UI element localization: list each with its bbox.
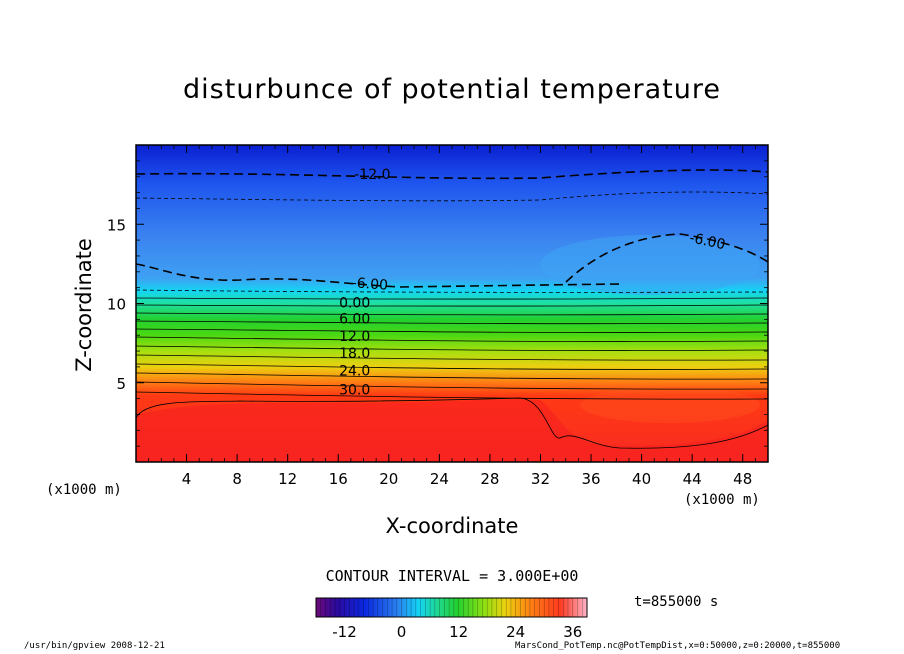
contour-line-thin — [135, 363, 769, 370]
contour-line-thin — [135, 320, 769, 325]
y-tick-label: 15 — [107, 216, 126, 234]
x-tick-label: 36 — [581, 470, 600, 488]
contour-line-neg9 — [135, 191, 769, 202]
y-axis-label: Z-coordinate — [72, 238, 96, 372]
contour-label: -6.00 — [688, 230, 727, 253]
footer-program-date: /usr/bin/gpview 2008-12-21 — [24, 641, 165, 651]
contour-interval-text: CONTOUR INTERVAL = 3.000E+00 — [325, 567, 579, 585]
contour-label: 6.00 — [339, 311, 370, 327]
contour-label: -12.0 — [354, 167, 390, 183]
contour-line-thin — [135, 372, 769, 380]
contour-label: 18.0 — [339, 346, 370, 362]
colorbar-tick-label: 0 — [397, 623, 407, 641]
x-unit-label-right: (x1000 m) — [684, 492, 760, 508]
contour-label: -6.00 — [351, 275, 388, 293]
contour-line-thin — [135, 336, 769, 342]
x-tick-label: 12 — [278, 470, 297, 488]
contour-line-33 — [135, 397, 769, 449]
contour-line-thin — [135, 354, 769, 361]
x-tick-label: 44 — [683, 470, 702, 488]
x-tick-label: 28 — [480, 470, 499, 488]
footer-source: MarsCond_PotTemp.nc@PotTempDist,x=0:5000… — [515, 641, 841, 651]
contour-line-thin — [135, 304, 769, 307]
x-tick-label: 8 — [232, 470, 242, 488]
x-tick-label: 16 — [329, 470, 348, 488]
colorbar-fill — [316, 598, 587, 617]
colorbar-frame — [315, 597, 588, 618]
contour-line-neg12 — [135, 169, 769, 180]
contour-line-thin — [135, 328, 769, 333]
contour-field — [136, 145, 768, 462]
colorbar: -12 0 12 24 36 — [315, 597, 588, 641]
contour-lines — [135, 169, 769, 449]
x-tick-label: 48 — [733, 470, 752, 488]
contour-line-thin — [135, 345, 769, 351]
x-unit-label-left: (x1000 m) — [46, 482, 122, 498]
colorbar-tick-label: 24 — [506, 623, 525, 641]
contour-label: 24.0 — [339, 364, 370, 380]
x-tick-label: 24 — [430, 470, 449, 488]
contour-line-thin — [135, 391, 769, 400]
contour-line-neg3 — [135, 289, 769, 293]
time-label: t=855000 s — [634, 594, 719, 610]
contour-label: 0.00 — [339, 296, 370, 312]
contour-line-thin — [135, 312, 769, 316]
colorbar-tick-label: 36 — [563, 623, 582, 641]
colorbar-tick-label: -12 — [332, 623, 357, 641]
y-tick-label: 10 — [107, 296, 126, 314]
x-tick-label: 32 — [531, 470, 550, 488]
contour-label: 30.0 — [339, 383, 370, 399]
x-axis-label: X-coordinate — [385, 514, 519, 538]
colorbar-separators — [320, 598, 583, 617]
contour-labels: -12.0 -6.00 -6.00 0.006.00 12.018.0 24.0 30.0 — [339, 167, 727, 399]
contour-line-neg6-right — [565, 233, 769, 283]
contour-line-thin — [135, 297, 769, 300]
x-tick-label: 4 — [182, 470, 192, 488]
chart-title: disturbunce of potential temperature — [183, 74, 721, 105]
y-tick-label: 5 — [116, 375, 126, 393]
x-tick-label: 40 — [632, 470, 651, 488]
contour-line-thin — [135, 381, 769, 390]
x-tick-label: 20 — [379, 470, 398, 488]
colorbar-ticks: -12 0 12 24 36 — [332, 623, 582, 641]
colorbar-tick-label: 12 — [449, 623, 468, 641]
contour-label: 12.0 — [339, 329, 370, 345]
